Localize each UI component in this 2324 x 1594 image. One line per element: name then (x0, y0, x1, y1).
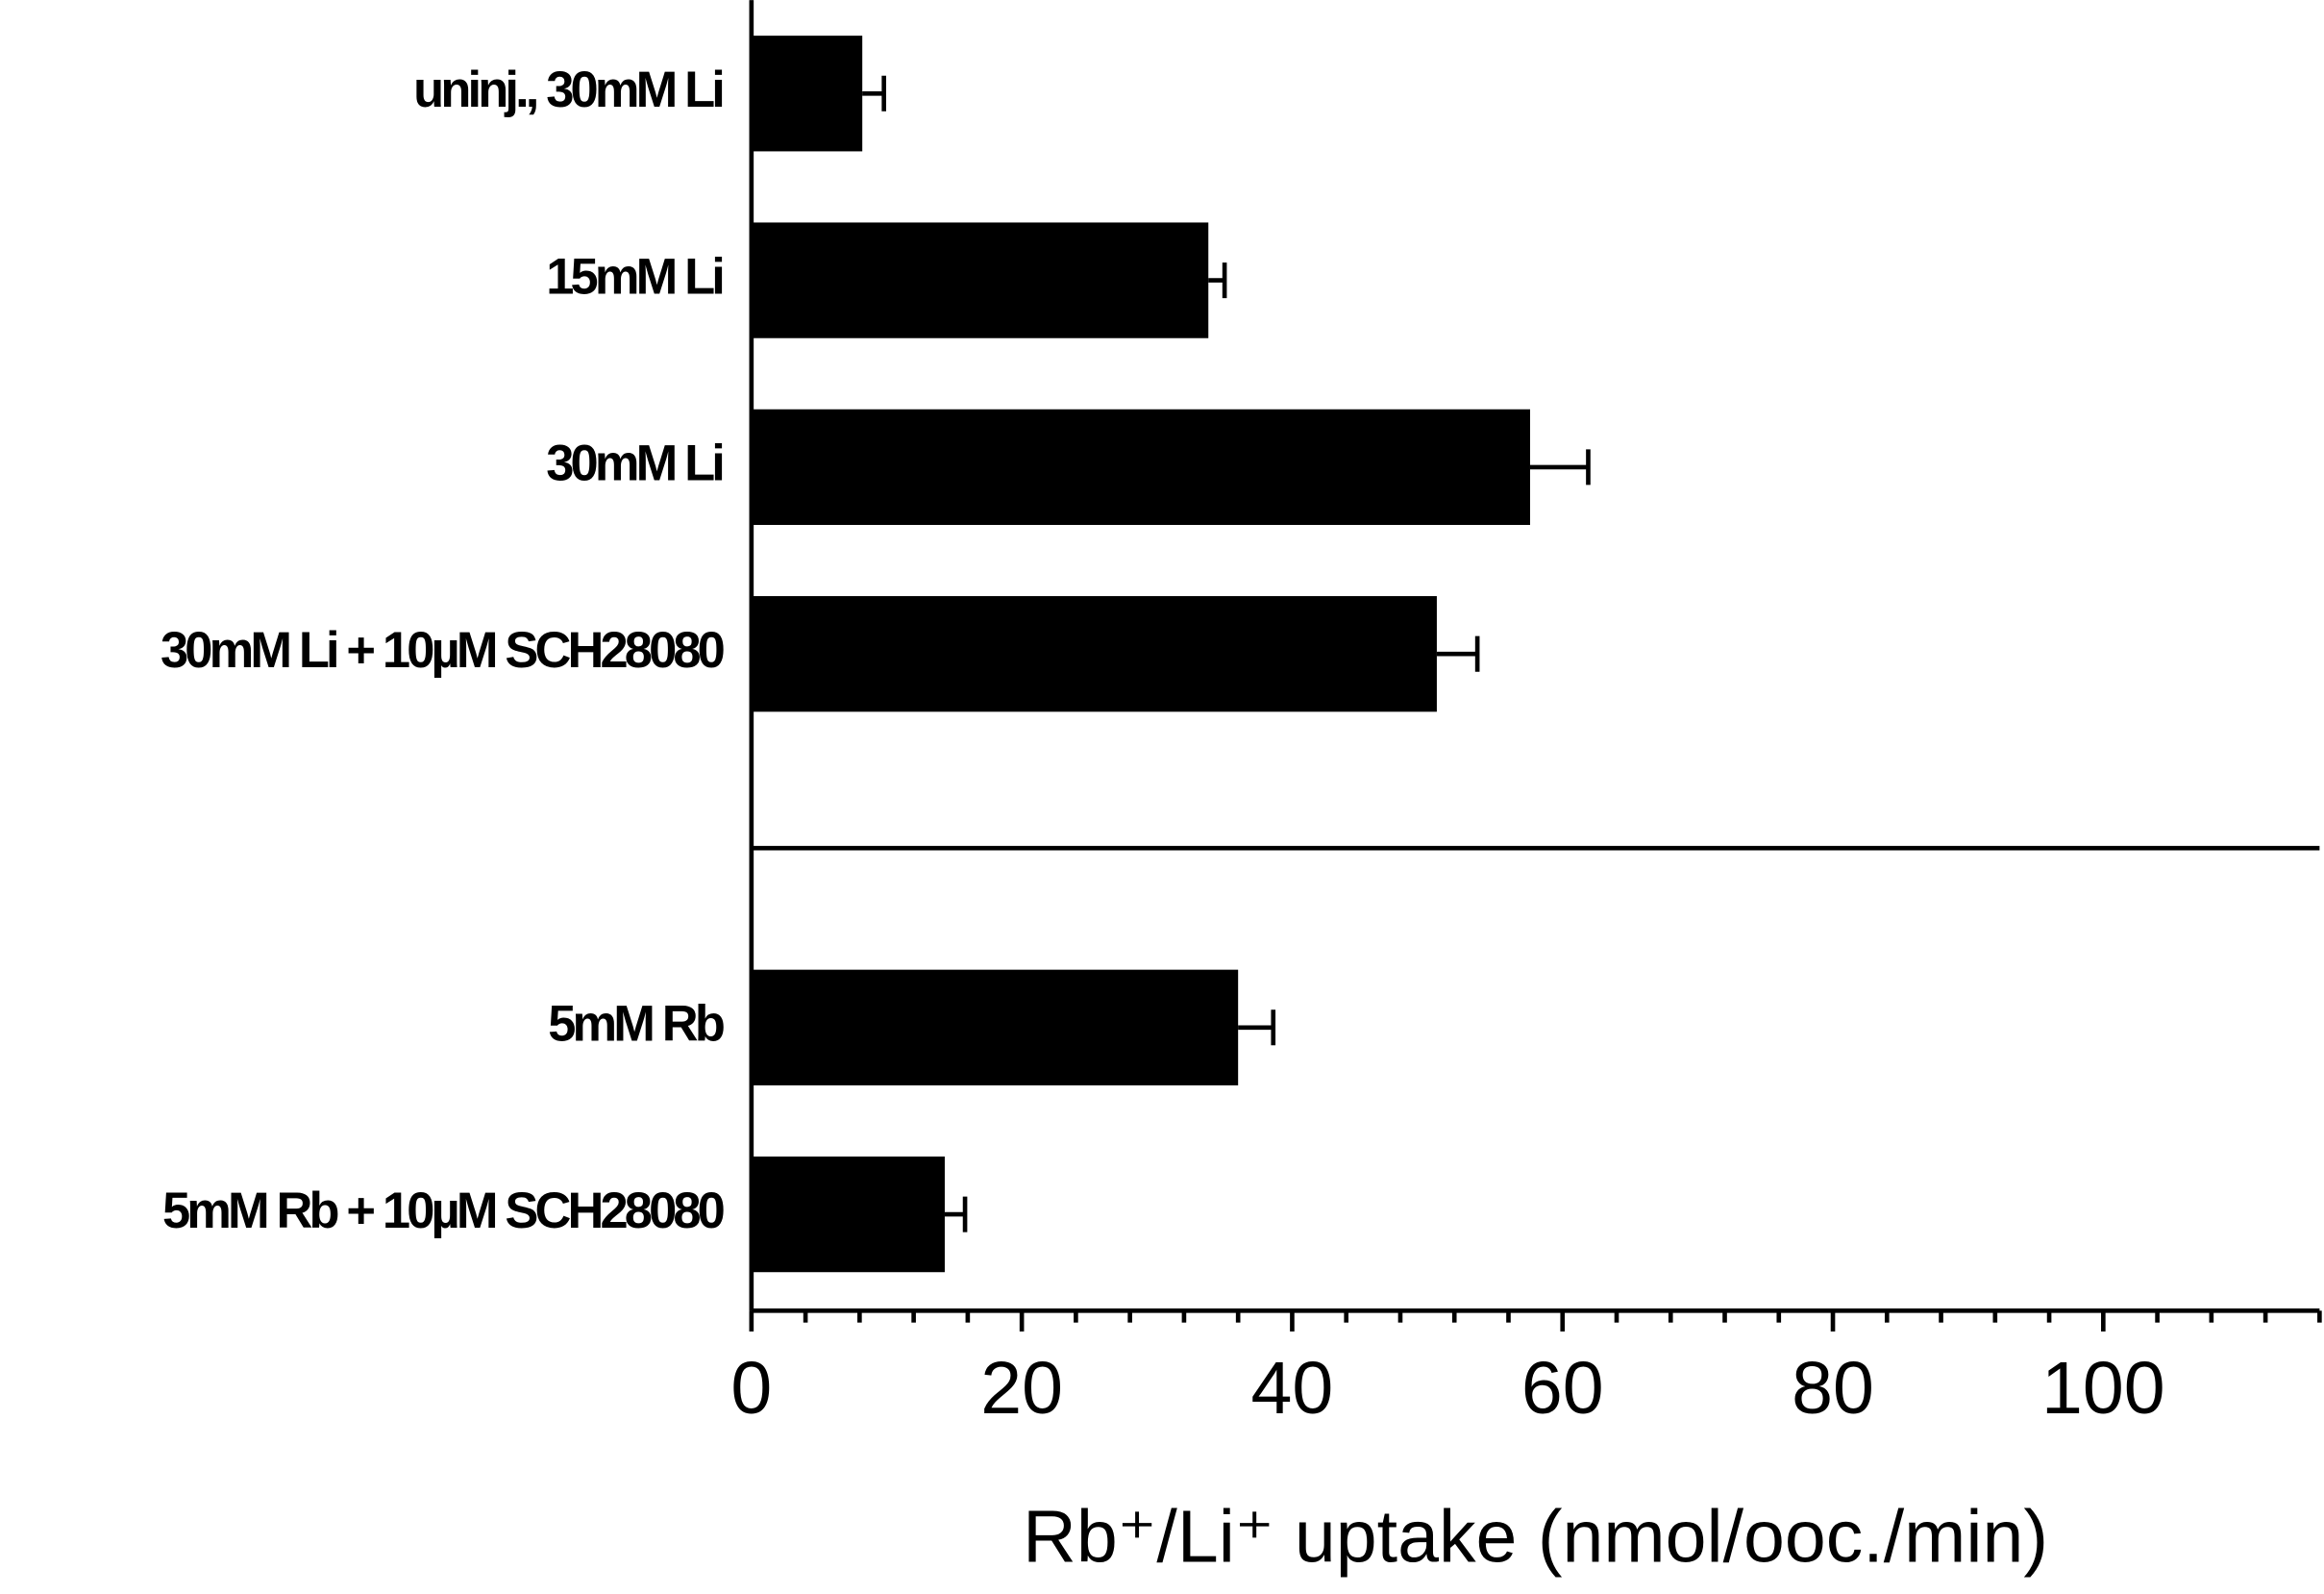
error-bar (944, 1196, 968, 1233)
x-tick-label: 80 (1792, 1347, 1874, 1430)
error-bar (1208, 262, 1227, 299)
x-tick-label: 20 (980, 1347, 1063, 1430)
x-tick-label: 0 (730, 1347, 772, 1430)
y-tick-label: uninj., 30mM Li (413, 62, 722, 118)
y-tick-label: 30mM Li (546, 436, 722, 492)
bar (751, 409, 1530, 526)
bar (751, 969, 1239, 1085)
y-tick-label: 30mM Li + 10µM SCH28080 (161, 623, 724, 679)
x-tick-label: 100 (2041, 1347, 2165, 1430)
error-bar (1436, 635, 1480, 672)
y-tick-label: 5mM Rb + 10µM SCH28080 (162, 1183, 724, 1239)
x-tick-label: 40 (1251, 1347, 1334, 1430)
bar (751, 222, 1209, 338)
x-axis-label: Rb⁺/Li⁺ uptake (nmol/ooc./min) (1023, 1495, 2048, 1578)
x-tick-label: 60 (1521, 1347, 1604, 1430)
bar (751, 36, 863, 152)
error-bar (1238, 1009, 1276, 1046)
y-tick-label: 15mM Li (546, 249, 722, 305)
bar (751, 1156, 945, 1273)
error-bar (862, 75, 886, 112)
error-bar (1529, 449, 1591, 486)
y-tick-label: 5mM Rb (548, 997, 724, 1053)
bar (751, 596, 1437, 712)
